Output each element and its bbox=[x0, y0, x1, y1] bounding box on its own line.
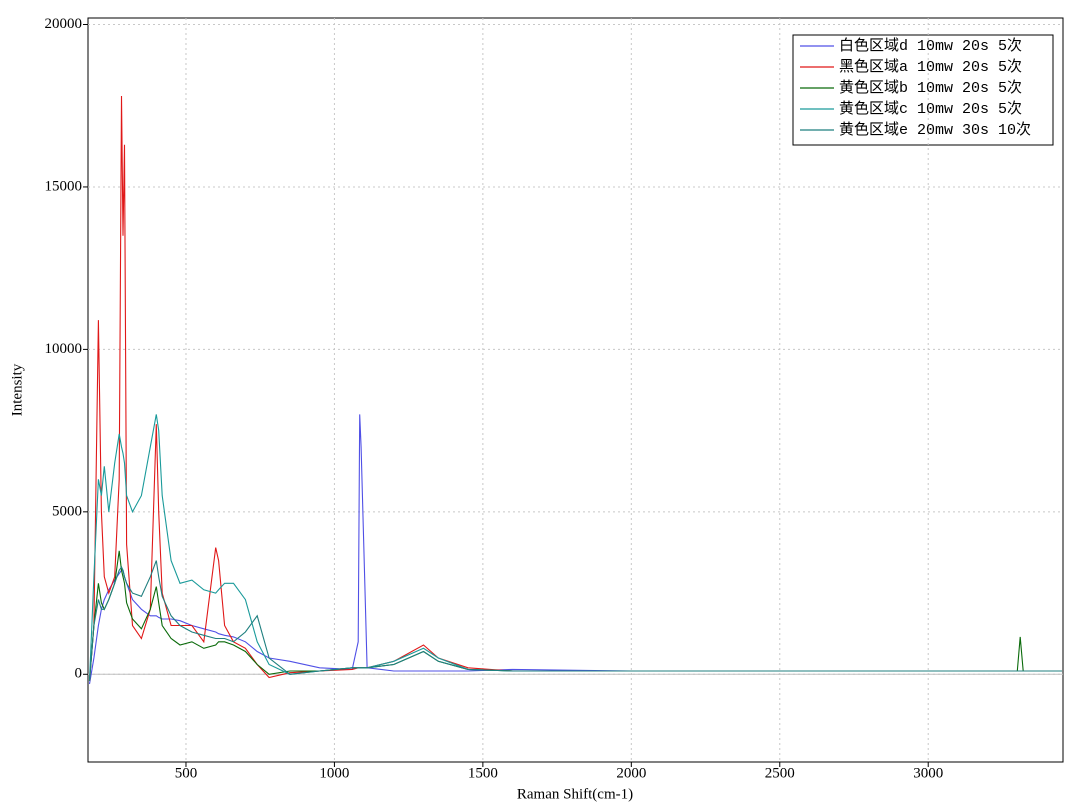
x-tick-label: 500 bbox=[175, 765, 198, 781]
plot-frame bbox=[87, 17, 1064, 763]
legend-label: 白色区域d 10mw 20s 5次 bbox=[839, 37, 1022, 55]
series-line bbox=[88, 560, 1062, 681]
legend-label: 黄色区域b 10mw 20s 5次 bbox=[839, 79, 1022, 97]
x-tick-label: 2500 bbox=[765, 765, 795, 781]
x-tick-label: 2000 bbox=[616, 765, 646, 781]
y-axis-label: Intensity bbox=[9, 363, 25, 416]
x-axis-label: Raman Shift(cm-1) bbox=[517, 786, 633, 802]
y-tick-label: 10000 bbox=[45, 341, 83, 357]
legend-label: 黑色区域a 10mw 20s 5次 bbox=[839, 58, 1022, 76]
series-line bbox=[88, 550, 1062, 681]
legend-label: 黄色区域e 20mw 30s 10次 bbox=[839, 121, 1031, 139]
legend-label: 黄色区域c 10mw 20s 5次 bbox=[839, 100, 1022, 118]
y-tick-label: 5000 bbox=[52, 503, 82, 519]
series-line bbox=[88, 414, 1062, 685]
y-tick-label: 20000 bbox=[45, 16, 83, 32]
x-tick-label: 1000 bbox=[319, 765, 349, 781]
y-tick-label: 15000 bbox=[45, 178, 83, 194]
y-tick-label: 0 bbox=[75, 666, 83, 682]
x-tick-label: 3000 bbox=[913, 765, 943, 781]
legend bbox=[792, 34, 1054, 146]
x-tick-label: 1500 bbox=[468, 765, 498, 781]
series-line bbox=[88, 95, 1062, 681]
